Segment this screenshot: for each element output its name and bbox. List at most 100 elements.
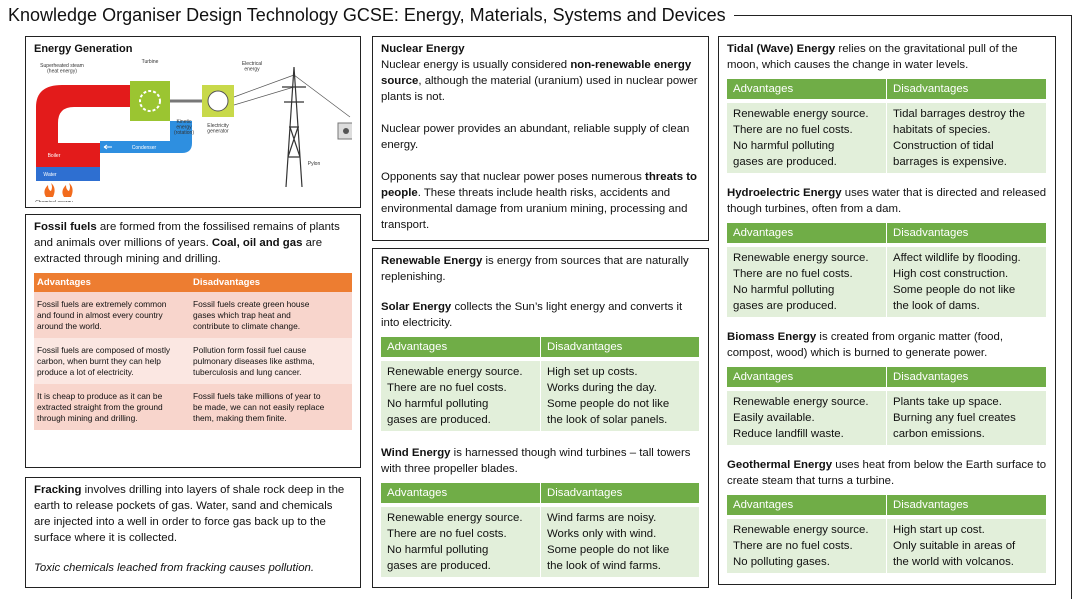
cell-line: High cost construction. [893,268,1009,280]
text-run: Tidal (Wave) Energy [727,43,836,55]
table-header: Disadvantages [190,273,352,292]
cell-line: the look of dams. [893,300,980,312]
cell-line: It is cheap to produce as it can be [37,391,163,401]
paragraph: Fracking involves drilling into layers o… [34,482,352,546]
diagram-label: generator [207,129,229,135]
text-run: Coal, oil and gas [211,237,303,249]
renewable-panel: Renewable Energy is energy from sources … [372,248,709,588]
turbine-rotor [139,90,161,112]
table-header: Advantages [727,367,886,387]
fracking-panel: Fracking involves drilling into layers o… [25,477,361,588]
paragraph: Biomass Energy is created from organic m… [727,329,1047,361]
generator-coil [207,90,229,112]
diagram-label: (rotation) [174,130,194,136]
table-cell: Fossil fuels are extremely common and fou… [34,292,190,338]
table-cell: It is cheap to produce as it can be extra… [34,384,190,430]
cell-line: Pollution form fossil fuel cause [193,345,307,355]
cell-line: Renewable energy source. [733,108,869,120]
table-header: Advantages [381,337,540,357]
table-cell: Renewable energy source. There are no fue… [727,103,886,173]
text-run: Wind Energy [381,447,451,459]
cell-line: Easily available. [733,412,815,424]
cell-line: barrages is expensive. [893,156,1007,168]
cell-line: No harmful polluting [387,544,489,556]
text-run: is energy from sources that are naturall… [381,255,689,283]
paragraph: Renewable Energy is energy from sources … [381,253,700,285]
pylon [282,66,306,188]
table-cell: High start up cost. Only suitable in area… [887,519,1046,573]
text-run: non-renewable energy source [381,59,692,87]
cell-line: Fossil fuels create green house [193,299,310,309]
flames [44,183,73,197]
table-cell: Affect wildlife by flooding. High cost co… [887,247,1046,317]
paragraph: Geothermal Energy uses heat from below t… [727,457,1047,489]
cell-line: tuberculosis and lung cancer. [193,367,302,377]
cell-line: Tidal barrages destroy the [893,108,1025,120]
cell-line: habitats of species. [893,124,991,136]
table-cell: Renewable energy source. There are no fue… [381,361,540,431]
table: Advantages Disadvantages Renewable energy … [381,337,700,431]
cell-line: the look of wind farms. [547,560,661,572]
cell-line: Plants take up space. [893,396,1002,408]
condenser [100,121,192,153]
cell-line: There are no fuel costs. [733,268,853,280]
other-renewables-panel: Tidal (Wave) Energy relies on the gravit… [718,36,1056,585]
cell-line: them, making them finite. [193,413,287,423]
table-header: Advantages [381,483,540,503]
text-run: Fossil fuels [34,221,97,233]
table-cell: Fossil fuels create green house gases whi… [190,292,352,338]
table: Advantages Disadvantages Renewable energy … [727,79,1047,173]
text-run: Renewable Energy [381,255,483,267]
socket-hole [343,128,349,134]
cell-line: Only suitable in areas of [893,540,1016,552]
table-cell: Renewable energy source. There are no fue… [727,247,886,317]
text-run: uses heat from below the Earth surface t… [727,459,1047,487]
diagram-label: Electricity [207,123,229,129]
diagram-label: Electrical [242,61,262,67]
diagram-label: (heat energy) [47,69,77,75]
table-cell: High set up costs. Works during the day. S… [541,361,699,431]
table-header: Advantages [727,223,886,243]
cell-line: Some people do not like [547,544,670,556]
text-run: involves drilling into layers of shale r… [34,484,345,544]
cell-line: gases are produced. [733,300,837,312]
cable [233,74,351,118]
table: Advantages Disadvantages Renewable energy … [727,367,1047,445]
turbine [130,81,170,121]
diagram-label: Superheated steam [40,63,84,69]
paragraph: Wind Energy is harnessed though wind tur… [381,445,700,477]
text-run: Nuclear energy is usually considered [381,59,571,71]
cell-line: gases are produced. [387,560,491,572]
text-run: Solar Energy [381,301,452,313]
cell-line: gases which trap heat and [193,310,291,320]
text-run: Opponents say that nuclear power poses n… [381,171,646,183]
cell-line: Renewable energy source. [733,524,869,536]
cell-line: No harmful polluting [733,284,835,296]
cell-line: produce a lot of electricity. [37,367,134,377]
paragraph: Solar Energy collects the Sun’s light en… [381,299,700,331]
cell-line: contribute to climate change. [193,321,301,331]
text-run: , although the material (uranium) used i… [381,75,698,103]
cell-line: Renewable energy source. [733,252,869,264]
diagram-label: Kinetic [176,119,192,125]
table-header: Disadvantages [887,79,1046,99]
paragraph: Nuclear energy is usually considered non… [381,57,700,105]
table-header: Disadvantages [887,495,1046,515]
cell-line: the world with volcanos. [893,556,1014,568]
table-header: Advantages [727,79,886,99]
cell-line: Fossil fuels are composed of mostly [37,345,171,355]
diagram-label: Pylon [308,161,321,167]
text-run: Biomass Energy [727,331,817,343]
diagram-label: Boiler [48,153,61,159]
table-cell: Wind farms are noisy. Works only with win… [541,507,699,577]
energy-generation-panel: Energy Generation Superheated steam (heat… [25,36,361,208]
cell-line: Fossil fuels take millions of year to [193,391,321,401]
arrow [103,144,112,150]
table-cell: Tidal barrages destroy the habitats of sp… [887,103,1046,173]
boiler [36,143,100,167]
text-run: collects the Sun’s light energy and conv… [381,301,683,329]
cell-line: There are no fuel costs. [733,540,853,552]
cell-line: Affect wildlife by flooding. [893,252,1021,264]
cell-line: extracted straight from the ground [37,402,163,412]
